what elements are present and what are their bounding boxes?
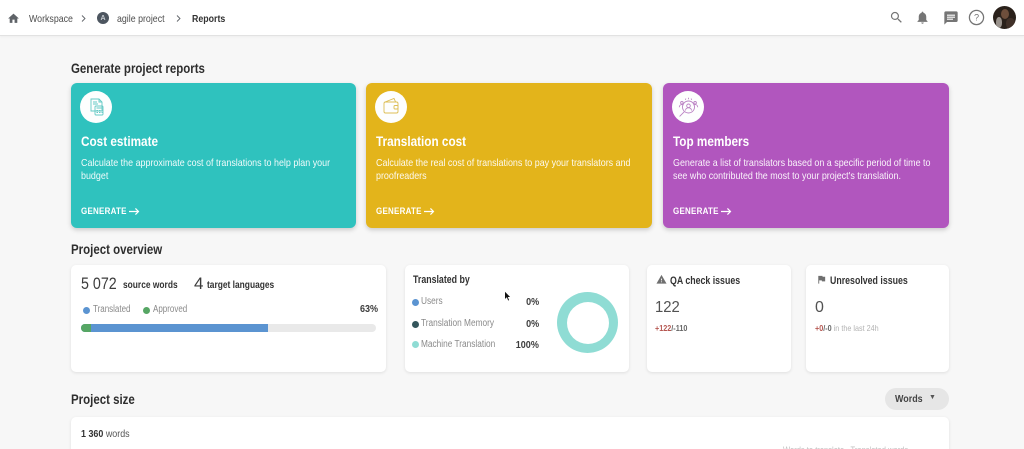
svg-text:?: ? (974, 13, 979, 23)
